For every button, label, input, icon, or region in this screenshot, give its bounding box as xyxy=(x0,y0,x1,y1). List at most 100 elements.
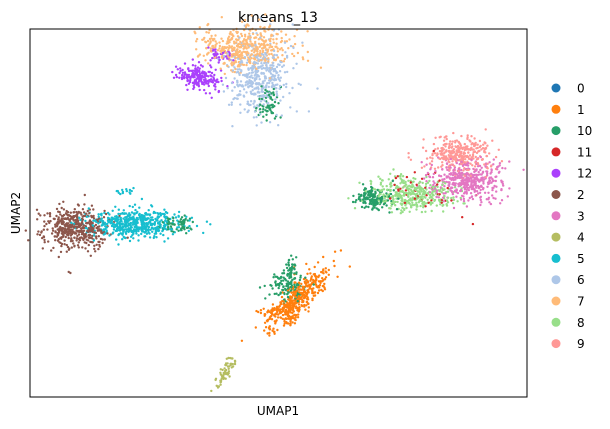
data-point-cluster-9 xyxy=(478,139,482,143)
data-point-cluster-5 xyxy=(133,203,137,206)
data-point-cluster-9 xyxy=(466,136,469,139)
data-point-cluster-1 xyxy=(323,288,327,291)
data-point-cluster-7 xyxy=(249,40,252,43)
data-point-cluster-9 xyxy=(475,147,478,150)
data-point-cluster-5 xyxy=(141,228,144,232)
data-point-cluster-10 xyxy=(283,298,286,301)
data-point-cluster-2 xyxy=(80,224,83,227)
data-point-cluster-7 xyxy=(266,43,270,47)
data-point-cluster-6 xyxy=(255,115,258,119)
data-point-cluster-5 xyxy=(137,226,140,230)
data-point-cluster-12 xyxy=(194,70,197,73)
data-point-cluster-6 xyxy=(291,23,294,26)
data-point-cluster-2 xyxy=(81,226,85,229)
data-point-cluster-6 xyxy=(292,67,295,70)
data-point-cluster-8 xyxy=(379,177,382,180)
data-point-cluster-10 xyxy=(371,197,374,201)
data-point-cluster-5 xyxy=(109,220,113,223)
data-point-cluster-1 xyxy=(272,308,275,312)
data-point-cluster-2 xyxy=(63,243,66,246)
data-point-cluster-8 xyxy=(442,210,445,213)
data-point-cluster-8 xyxy=(429,184,432,187)
data-point-cluster-7 xyxy=(275,42,278,45)
data-point-cluster-7 xyxy=(288,38,291,41)
data-point-cluster-2 xyxy=(43,241,46,244)
data-point-cluster-3 xyxy=(488,201,491,204)
data-point-cluster-1 xyxy=(321,280,324,283)
data-point-cluster-1 xyxy=(254,326,257,329)
data-point-cluster-5 xyxy=(100,214,103,217)
data-point-cluster-12 xyxy=(204,80,208,83)
data-point-cluster-7 xyxy=(250,14,253,17)
data-point-cluster-1 xyxy=(273,330,276,334)
data-point-cluster-2 xyxy=(106,232,109,235)
data-point-cluster-8 xyxy=(389,172,392,175)
data-point-cluster-1 xyxy=(283,322,286,325)
data-point-cluster-1 xyxy=(300,282,303,286)
data-point-cluster-7 xyxy=(272,41,275,44)
data-point-cluster-9 xyxy=(434,136,437,139)
data-point-cluster-5 xyxy=(117,243,120,246)
data-point-cluster-2 xyxy=(88,227,91,230)
data-point-cluster-8 xyxy=(426,198,429,201)
data-point-cluster-4 xyxy=(228,365,231,368)
data-point-cluster-10 xyxy=(281,288,285,292)
data-point-cluster-7 xyxy=(247,24,250,27)
data-point-cluster-7 xyxy=(219,67,222,70)
data-point-cluster-6 xyxy=(266,95,270,99)
data-point-cluster-2 xyxy=(77,225,80,228)
data-point-cluster-12 xyxy=(191,58,194,61)
data-point-cluster-12 xyxy=(200,75,203,79)
data-point-cluster-3 xyxy=(455,161,458,165)
data-point-cluster-9 xyxy=(463,152,467,155)
data-point-cluster-5 xyxy=(188,219,191,222)
data-point-cluster-10 xyxy=(375,207,378,210)
data-point-cluster-6 xyxy=(260,67,264,71)
data-point-cluster-2 xyxy=(60,232,64,235)
data-point-cluster-9 xyxy=(453,164,456,168)
data-point-cluster-1 xyxy=(302,286,305,289)
data-point-cluster-10 xyxy=(260,85,263,88)
data-point-cluster-10 xyxy=(277,283,280,286)
data-point-cluster-6 xyxy=(226,87,229,90)
data-point-cluster-7 xyxy=(272,38,275,41)
data-point-cluster-5 xyxy=(163,213,166,216)
data-point-cluster-10 xyxy=(262,115,265,118)
data-point-cluster-1 xyxy=(279,303,282,306)
legend-item-0: 0 xyxy=(551,82,585,96)
data-point-cluster-7 xyxy=(259,32,262,35)
data-point-cluster-2 xyxy=(58,210,61,214)
data-point-cluster-10 xyxy=(264,297,267,300)
data-point-cluster-9 xyxy=(471,148,474,151)
data-point-cluster-6 xyxy=(239,111,242,115)
data-point-cluster-12 xyxy=(197,85,201,88)
data-point-cluster-6 xyxy=(248,72,251,75)
data-point-cluster-3 xyxy=(478,164,482,168)
data-point-cluster-3 xyxy=(492,163,495,166)
data-point-cluster-8 xyxy=(395,194,398,197)
data-point-cluster-2 xyxy=(86,221,90,225)
legend-marker xyxy=(551,83,561,93)
data-point-cluster-10 xyxy=(280,283,284,286)
data-point-cluster-9 xyxy=(430,160,434,163)
data-point-cluster-3 xyxy=(446,168,449,172)
data-point-cluster-5 xyxy=(125,222,128,225)
data-point-cluster-5 xyxy=(138,206,141,209)
data-point-cluster-6 xyxy=(261,90,265,94)
data-point-cluster-12 xyxy=(191,72,194,76)
data-point-cluster-6 xyxy=(248,75,251,79)
data-point-cluster-5 xyxy=(114,205,117,208)
data-point-cluster-2 xyxy=(66,216,70,219)
data-point-cluster-10 xyxy=(284,300,287,303)
data-point-cluster-5 xyxy=(143,231,146,234)
data-point-cluster-5 xyxy=(135,230,138,233)
data-point-cluster-1 xyxy=(297,313,300,316)
data-point-cluster-3 xyxy=(432,180,435,183)
data-point-cluster-10 xyxy=(282,269,286,272)
data-point-cluster-8 xyxy=(403,184,406,188)
data-point-cluster-5 xyxy=(129,228,132,232)
data-point-cluster-10 xyxy=(297,283,300,287)
data-point-cluster-7 xyxy=(247,46,250,49)
data-point-cluster-5 xyxy=(105,226,109,229)
data-point-cluster-7 xyxy=(204,40,207,43)
